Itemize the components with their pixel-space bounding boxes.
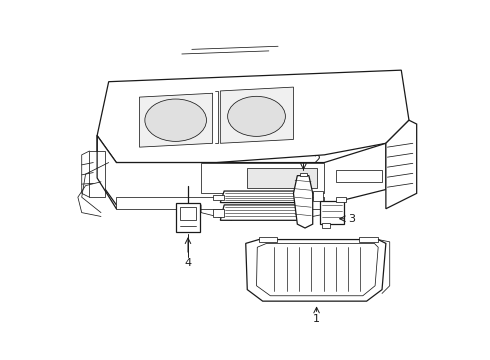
Polygon shape xyxy=(213,209,224,217)
Polygon shape xyxy=(179,207,196,220)
Text: 4: 4 xyxy=(184,258,192,267)
Polygon shape xyxy=(97,136,386,205)
Polygon shape xyxy=(320,201,343,224)
Polygon shape xyxy=(245,239,386,301)
Polygon shape xyxy=(300,172,307,176)
Polygon shape xyxy=(247,168,317,188)
Polygon shape xyxy=(259,237,276,242)
Polygon shape xyxy=(359,237,378,242)
Polygon shape xyxy=(313,191,323,201)
Polygon shape xyxy=(294,176,313,228)
Polygon shape xyxy=(220,191,305,203)
Polygon shape xyxy=(201,163,324,193)
Polygon shape xyxy=(140,93,213,147)
Polygon shape xyxy=(214,195,224,200)
Polygon shape xyxy=(220,205,309,220)
Text: 3: 3 xyxy=(348,214,356,224)
Polygon shape xyxy=(336,197,346,202)
Polygon shape xyxy=(89,151,105,197)
Polygon shape xyxy=(117,197,324,209)
Ellipse shape xyxy=(228,96,285,136)
Polygon shape xyxy=(336,170,382,182)
Ellipse shape xyxy=(145,99,206,141)
Polygon shape xyxy=(322,222,330,228)
Polygon shape xyxy=(220,87,294,143)
Polygon shape xyxy=(386,120,416,209)
Polygon shape xyxy=(97,70,409,163)
Text: 2: 2 xyxy=(313,155,320,165)
Polygon shape xyxy=(176,203,199,232)
Polygon shape xyxy=(257,243,378,296)
Text: 1: 1 xyxy=(313,314,320,324)
